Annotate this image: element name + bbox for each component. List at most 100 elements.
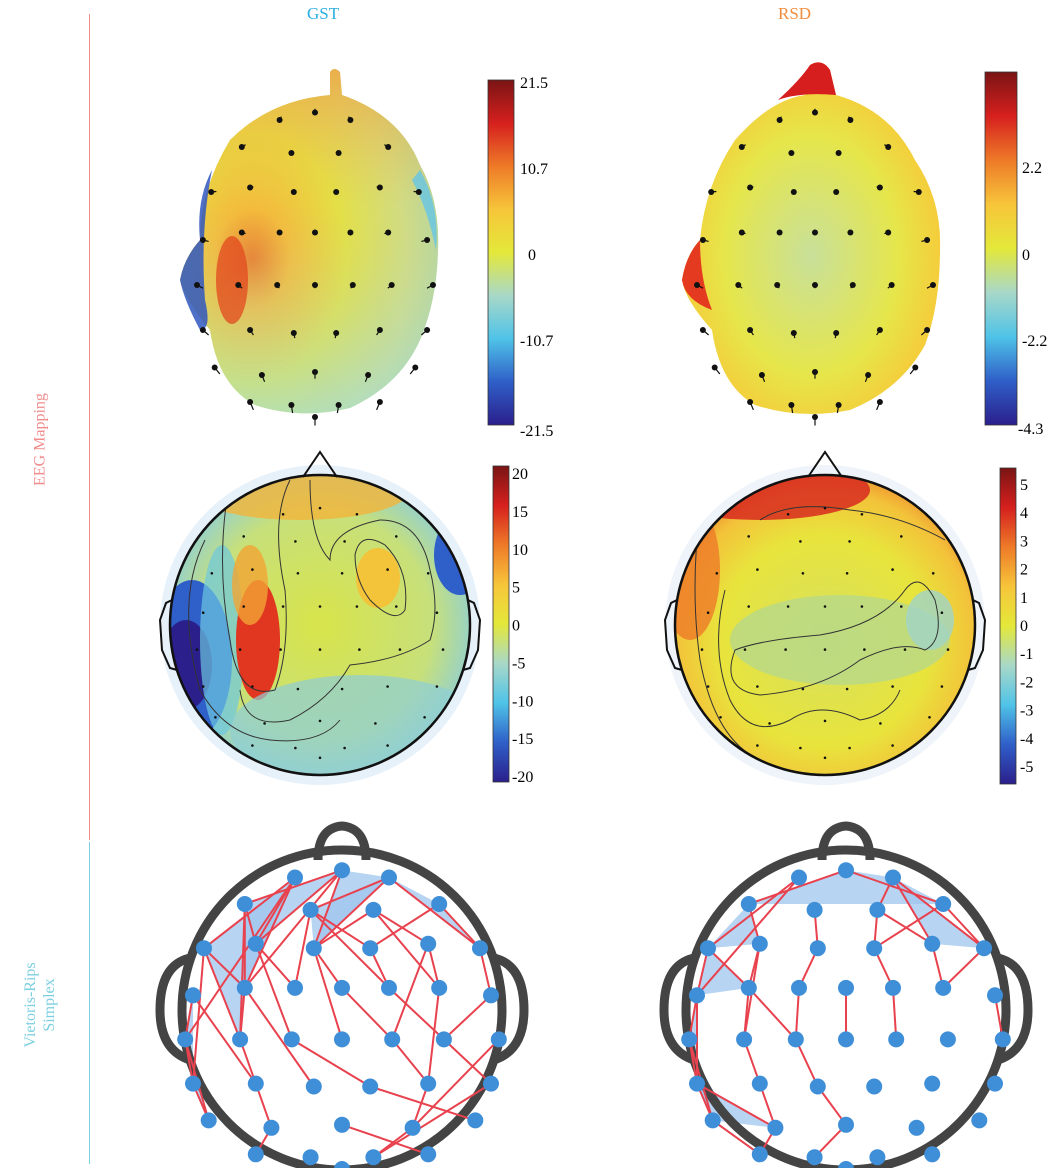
electrode-pin (888, 282, 895, 288)
electrode-dot (747, 605, 750, 608)
electrode-pin (876, 327, 883, 333)
electrode-dot (210, 572, 214, 575)
electrode-pin (385, 229, 392, 236)
gst-3d-tick-0: 0 (528, 247, 536, 264)
electrode-pin (847, 117, 854, 123)
electrode-node (866, 940, 883, 957)
electrode-pin (699, 237, 706, 243)
electrode-node (987, 1075, 1003, 1092)
electrode-pin (924, 237, 931, 243)
simplex-edge (748, 987, 797, 1041)
electrode-node (885, 979, 901, 996)
rsd-vietoris-rips-complex (659, 821, 1033, 1168)
simplex-edge (873, 903, 944, 950)
topo-tick: -15 (512, 731, 533, 748)
electrode-pin (376, 184, 383, 191)
simplex-edge (312, 947, 343, 989)
rsd-topo-central-green (730, 595, 950, 685)
gst-topo-colorbar-ticks: 20 15 10 5 0 -5 -10 -15 -20 (512, 466, 533, 786)
electrode-dot (784, 648, 787, 651)
rsd-3d-scalp-surface (682, 62, 941, 414)
electrode-node (365, 901, 382, 918)
electrode-dot (715, 572, 719, 575)
electrode-pin (333, 189, 340, 195)
topo-tick: 0 (1020, 618, 1028, 635)
electrode-node (334, 862, 350, 879)
gst-3d-hot-region (216, 236, 248, 324)
electrode-pin (876, 184, 883, 191)
electrode-dot (294, 540, 297, 543)
rsd-topo-colorbar: 5 4 3 2 1 0 -1 -2 -3 -4 -5 (999, 467, 1033, 785)
electrode-node (420, 1146, 437, 1163)
electrode-node (935, 896, 952, 912)
electrode-pin (738, 229, 745, 236)
electrode-pin (211, 364, 218, 371)
electrode-dot (279, 648, 282, 651)
electrode-dot (242, 605, 245, 608)
gst-3d-electrodes (194, 108, 436, 426)
electrode-dot (340, 687, 344, 691)
topo-tick: -10 (512, 693, 533, 710)
electrode-node (236, 979, 253, 996)
electrode-pin (199, 327, 206, 333)
rsd-vr-right-ear (996, 953, 1033, 1065)
simplex-edge (203, 947, 246, 989)
gst-3d-colorbar: 21.5 10.7 0 -10.7 -21.5 (487, 75, 553, 440)
rsd-3d-scalp-map (682, 62, 941, 426)
electrode-node (196, 940, 212, 957)
electrode-pin (788, 150, 795, 156)
gst-topo-central-orange (232, 545, 268, 625)
electrode-node (838, 1161, 854, 1168)
electrode-pin (238, 144, 245, 150)
simplex-edge (794, 987, 800, 1040)
simplex-edge (309, 909, 390, 989)
simplex-edge (369, 1085, 476, 1122)
electrode-node (866, 1078, 883, 1095)
electrode-pin (347, 229, 354, 236)
electrode-node (704, 1112, 721, 1129)
rsd-topo-contour-4 (759, 506, 946, 541)
electrode-node (924, 1075, 941, 1092)
electrode-node (283, 1031, 300, 1048)
rsd-topo-contour-2 (718, 589, 901, 728)
electrode-node (806, 901, 823, 918)
electrode-node (987, 987, 1003, 1004)
electrode-node (490, 1031, 507, 1048)
electrode-dot (823, 756, 827, 760)
electrode-node (305, 940, 322, 957)
topo-tick: 0 (512, 618, 520, 635)
electrode-pin (812, 109, 818, 116)
electrode-node (263, 1119, 280, 1136)
simplex-edge (369, 903, 440, 950)
electrode-node (838, 979, 854, 996)
gst-topo-right-ear (462, 599, 482, 671)
row-divider-vr (89, 842, 90, 1164)
gst-topo-contour-1 (222, 479, 291, 692)
electrode-node (751, 935, 768, 952)
electrode-node (247, 935, 264, 952)
electrode-node (935, 979, 952, 996)
electrode-node (939, 1031, 956, 1048)
simplex-edge (372, 1082, 492, 1159)
rsd-vr-left-ear (659, 953, 696, 1065)
electrode-dot (786, 605, 790, 608)
electrode-dot (340, 572, 344, 575)
gst-vr-left-ear (155, 953, 192, 1065)
electrode-pin (235, 282, 242, 288)
electrode-pin (847, 229, 854, 236)
electrode-node (381, 869, 397, 886)
electrode-dot (823, 506, 827, 510)
electrode-dot (903, 648, 907, 651)
electrode-node (791, 979, 807, 996)
electrode-pin (849, 282, 856, 288)
electrode-dot (863, 648, 866, 651)
electrode-dot (768, 722, 771, 725)
electrode-node (381, 979, 397, 996)
electrode-node (924, 1146, 941, 1163)
simplex-edge (255, 943, 296, 989)
electrode-node (302, 1149, 319, 1166)
electrode-dot (242, 535, 245, 538)
electrode-dot (201, 611, 205, 614)
topo-tick: 2 (1020, 562, 1028, 579)
electrode-dot (386, 744, 389, 747)
